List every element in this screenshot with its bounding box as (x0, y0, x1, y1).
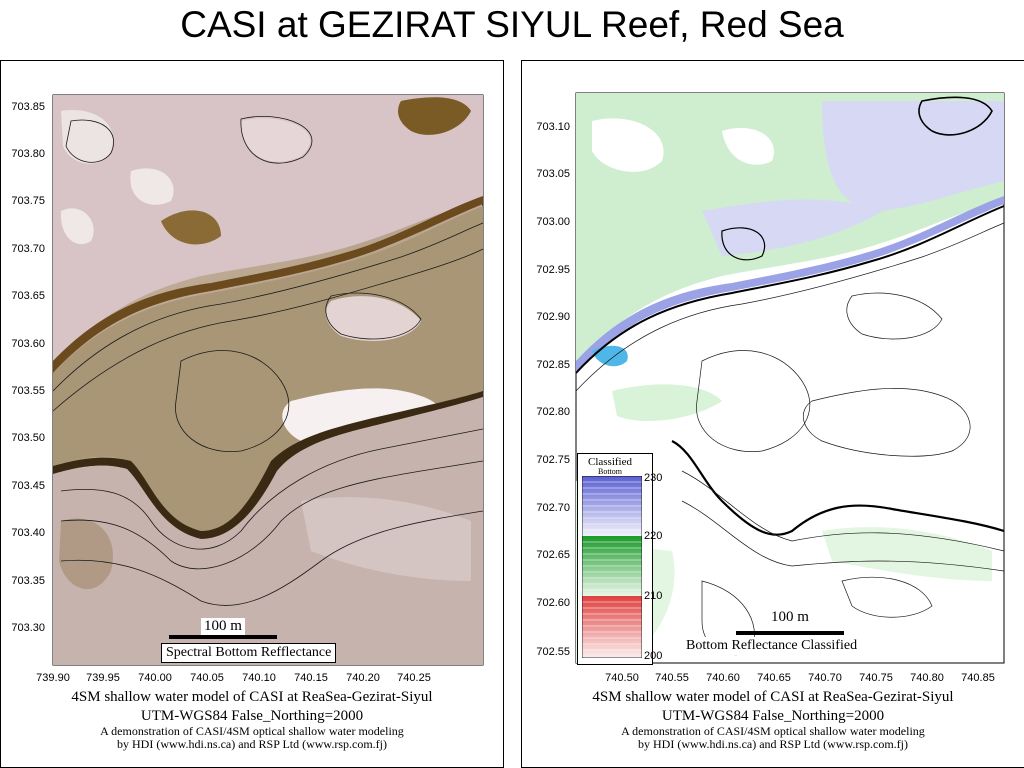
scale-bar-label: 100 m (201, 618, 245, 635)
left-x-tick: 739.95 (86, 672, 120, 684)
left-y-tick: 703.70 (11, 243, 45, 255)
left-x-tick: 740.10 (242, 672, 276, 684)
left-y-tick: 703.35 (11, 575, 45, 587)
caption-credit: A demonstration of CASI/4SM optical shal… (621, 724, 925, 738)
right-x-tick: 740.60 (706, 672, 740, 684)
right-y-tick: 702.85 (536, 359, 570, 371)
slide-title: CASI at GEZIRAT SIYUL Reef, Red Sea (180, 4, 844, 45)
left-x-tick: 740.20 (346, 672, 380, 684)
right-y-tick: 702.90 (536, 311, 570, 323)
left-y-tick: 703.45 (11, 480, 45, 492)
legend-subtitle: Bottom (597, 467, 622, 476)
legend-color-ramp (582, 476, 642, 658)
left-y-tick: 703.40 (11, 527, 45, 539)
right-x-tick: 740.80 (910, 672, 944, 684)
caption-title: 4SM shallow water model of CASI at ReaSe… (71, 689, 433, 705)
legend-title: Classified (588, 456, 632, 468)
left-x-tick: 740.15 (294, 672, 328, 684)
left-x-tick: 740.05 (190, 672, 224, 684)
right-y-tick: 702.75 (536, 454, 570, 466)
right-x-tick: 740.55 (655, 672, 689, 684)
scale-bar-label: 100 m (768, 609, 812, 626)
left-x-tick: 739.90 (36, 672, 70, 684)
caption-credit: by HDI (www.hdi.ns.ca) and RSP Ltd (www.… (117, 737, 387, 751)
right-y-tick: 702.60 (536, 597, 570, 609)
right-y-tick: 702.95 (536, 264, 570, 276)
left-y-tick: 703.75 (11, 195, 45, 207)
classification-legend: Classified Bottom (577, 453, 662, 665)
caption-title: 4SM shallow water model of CASI at ReaSe… (592, 689, 954, 705)
left-map-image (52, 94, 484, 666)
left-y-tick: 703.30 (11, 622, 45, 634)
right-y-tick: 703.00 (536, 216, 570, 228)
left-y-tick: 703.60 (11, 338, 45, 350)
legend-tick: 200 (644, 650, 663, 662)
left-y-tick: 703.85 (11, 101, 45, 113)
left-x-tick: 740.00 (138, 672, 172, 684)
left-y-tick: 703.50 (11, 432, 45, 444)
left-y-tick: 703.55 (11, 385, 45, 397)
right-x-tick: 740.85 (961, 672, 995, 684)
right-y-tick: 702.70 (536, 502, 570, 514)
left-x-tick: 740.25 (397, 672, 431, 684)
right-map-panel: 703.10 703.05 703.00 702.95 702.90 702.8… (521, 60, 1024, 768)
caption-projection: UTM-WGS84 False_Northing=2000 (661, 708, 885, 724)
left-y-tick: 703.80 (11, 148, 45, 160)
map-layer-label: Bottom Reflectance Classified (682, 637, 862, 655)
right-x-tick: 740.65 (757, 672, 791, 684)
legend-tick: 210 (644, 590, 663, 602)
left-y-tick: 703.65 (11, 290, 45, 302)
right-y-tick: 702.80 (536, 406, 570, 418)
caption-credit: A demonstration of CASI/4SM optical shal… (100, 724, 404, 738)
right-y-tick: 703.05 (536, 168, 570, 180)
right-y-tick: 702.55 (536, 646, 570, 658)
map-layer-label: Spectral Bottom Refflectance (161, 643, 337, 663)
right-y-tick: 703.10 (536, 121, 570, 133)
right-x-tick: 740.70 (808, 672, 842, 684)
right-x-tick: 740.75 (859, 672, 893, 684)
right-y-tick: 702.65 (536, 549, 570, 561)
left-map-panel: 703.85 703.80 703.75 703.70 703.65 703.6… (0, 60, 504, 768)
legend-tick: 230 (644, 472, 663, 484)
caption-projection: UTM-WGS84 False_Northing=2000 (140, 708, 364, 724)
caption-credit: by HDI (www.hdi.ns.ca) and RSP Ltd (www.… (638, 737, 908, 751)
right-x-tick: 740.50 (605, 672, 639, 684)
legend-tick: 220 (644, 530, 663, 542)
